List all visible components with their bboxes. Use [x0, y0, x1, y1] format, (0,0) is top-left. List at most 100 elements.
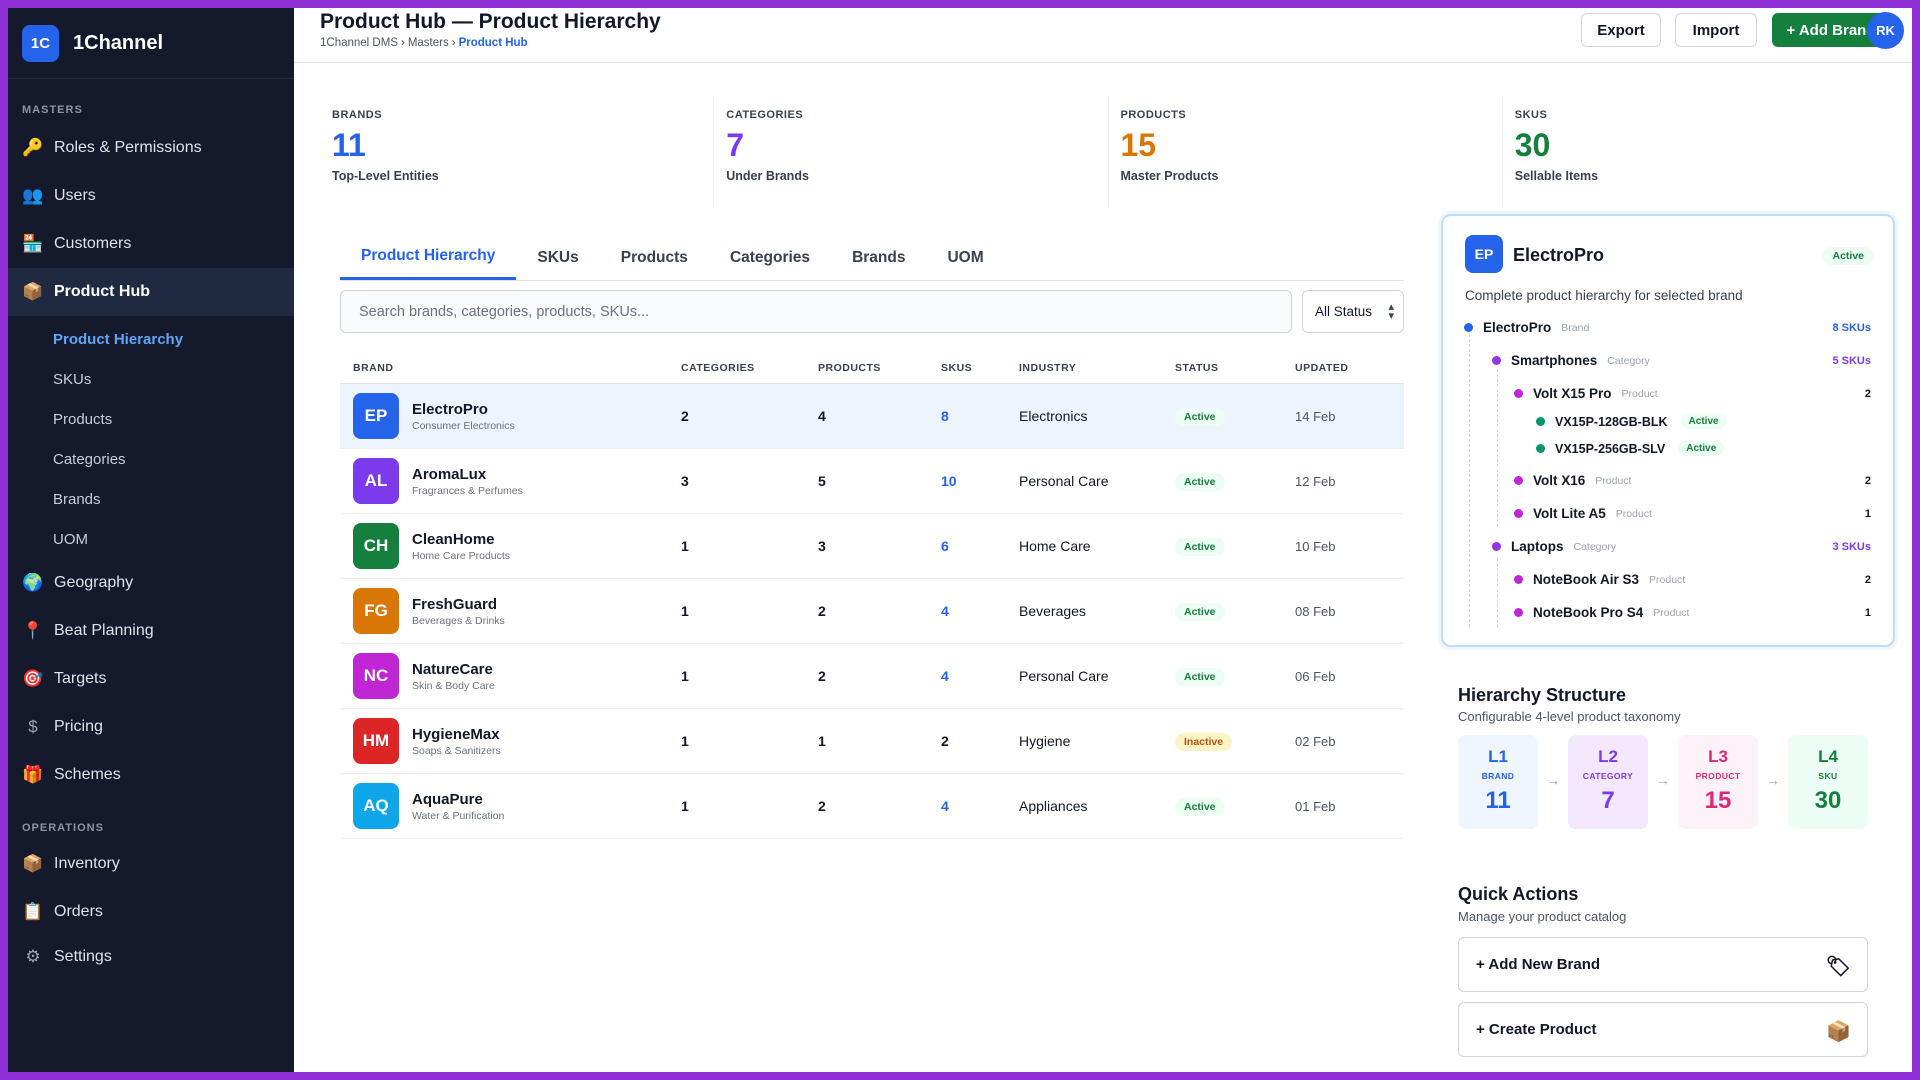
- sidebar-item-inventory[interactable]: 📦 Inventory: [8, 840, 294, 888]
- tree-node-sku[interactable]: VX15P-128GB-BLK Active: [1536, 414, 1727, 429]
- sidebar: 1C 1Channel MASTERS 🔑 Roles & Permission…: [8, 8, 294, 1072]
- brand-name[interactable]: AquaPure: [412, 790, 483, 808]
- column-header[interactable]: INDUSTRY: [1019, 361, 1077, 374]
- level-count: 15: [1704, 787, 1732, 814]
- brand-name[interactable]: FreshGuard: [412, 595, 498, 613]
- app-window: 1C 1Channel MASTERS 🔑 Roles & Permission…: [8, 8, 1912, 1072]
- brand-detail-title: ElectroPro: [1513, 245, 1605, 265]
- add-new-brand-button[interactable]: + Add New Brand 🏷: [1458, 937, 1868, 992]
- brand-name[interactable]: HygieneMax: [412, 725, 500, 743]
- stats-row: BRANDS 11 Top-Level Entities CATEGORIES …: [320, 95, 1896, 207]
- status-filter-select[interactable]: All Status ▴ ▾: [1302, 290, 1404, 333]
- tree-node-name: NoteBook Pro S4: [1533, 605, 1644, 620]
- tree-node-brand[interactable]: ElectroPro Brand: [1464, 320, 1589, 335]
- tree-node-product[interactable]: Volt X15 Pro Product: [1514, 386, 1658, 401]
- tree-node-type: Category: [1607, 354, 1650, 367]
- tab-uom[interactable]: UOM: [947, 248, 984, 266]
- sidebar-subitem-categories[interactable]: Categories: [53, 450, 126, 468]
- brand-name[interactable]: NatureCare: [412, 660, 493, 678]
- industry-cell: Beverages: [1019, 603, 1086, 619]
- tree-node-category[interactable]: Smartphones Category: [1492, 353, 1650, 368]
- sidebar-item-label: Roles & Permissions: [54, 139, 202, 156]
- sku-count-link[interactable]: 6: [941, 538, 949, 554]
- sku-count-link[interactable]: 4: [941, 798, 949, 814]
- tree-node-name: Volt X16: [1533, 473, 1586, 488]
- sidebar-subitem-product-hierarchy[interactable]: Product Hierarchy: [53, 330, 184, 348]
- tree-node-count: 2: [1864, 574, 1871, 586]
- tree-node-sku[interactable]: VX15P-256GB-SLV Active: [1536, 441, 1725, 456]
- brand-name-block: AquaPure Water & Purification: [412, 791, 504, 822]
- breadcrumb-item[interactable]: 1Channel DMS: [320, 37, 398, 49]
- brand-name[interactable]: ElectroPro: [412, 400, 488, 418]
- sidebar-subitem-skus[interactable]: SKUs: [53, 370, 92, 388]
- tab-products[interactable]: Products: [620, 248, 688, 266]
- sidebar-item-label: Product Hub: [54, 283, 150, 300]
- search-input[interactable]: Search brands, categories, products, SKU…: [340, 290, 1292, 333]
- sidebar-item-users[interactable]: 👥 Users: [8, 172, 294, 220]
- sku-count-link[interactable]: 4: [941, 668, 949, 684]
- table-row[interactable]: EP ElectroPro Consumer Electronics 2 4 8 Elect…: [340, 384, 1404, 449]
- tree-node-category[interactable]: Laptops Category: [1492, 539, 1616, 554]
- updated-cell: 14 Feb: [1295, 408, 1336, 424]
- brand-name[interactable]: AromaLux: [412, 465, 487, 483]
- stat-desc: Top-Level Entities: [332, 169, 439, 183]
- sidebar-item-roles[interactable]: 🔑 Roles & Permissions: [8, 124, 294, 172]
- button-label: + Add New Brand: [1476, 956, 1601, 973]
- tab-product-hierarchy[interactable]: Product Hierarchy: [340, 235, 517, 280]
- app-brand[interactable]: 1C 1Channel: [8, 8, 294, 79]
- sidebar-subitem-brands[interactable]: Brands: [53, 490, 101, 508]
- tree-node-count: 5 SKUs: [1832, 355, 1871, 367]
- column-header[interactable]: UPDATED: [1295, 361, 1349, 374]
- table-row[interactable]: FG FreshGuard Beverages & Drinks 1 2 4 Beverag…: [340, 579, 1404, 644]
- status-badge: Active: [1175, 537, 1225, 556]
- sidebar-item-targets[interactable]: 🎯 Targets: [8, 655, 294, 703]
- column-header[interactable]: SKUS: [941, 361, 973, 374]
- column-header[interactable]: PRODUCTS: [818, 361, 881, 374]
- sidebar-item-customers[interactable]: 🏪 Customers: [8, 220, 294, 268]
- tree-node-product[interactable]: Volt Lite A5 Product: [1514, 506, 1652, 521]
- column-header[interactable]: BRAND: [353, 361, 394, 374]
- breadcrumb-separator: ›: [451, 37, 456, 49]
- stat-skus: SKUS 30 Sellable Items: [1503, 95, 1896, 207]
- tab-brands[interactable]: Brands: [852, 248, 906, 266]
- tree-node-product[interactable]: NoteBook Pro S4 Product: [1514, 605, 1689, 620]
- tree-node-count: 2: [1864, 475, 1871, 487]
- sku-count-link[interactable]: 8: [941, 408, 949, 424]
- create-product-button[interactable]: + Create Product 📦: [1458, 1002, 1868, 1057]
- column-header[interactable]: STATUS: [1175, 361, 1219, 374]
- sidebar-item-orders[interactable]: 📋 Orders: [8, 888, 294, 936]
- table-row[interactable]: HM HygieneMax Soaps & Sanitizers 1 1 2 Hygiene…: [340, 709, 1404, 774]
- brand-name[interactable]: CleanHome: [412, 530, 495, 548]
- sidebar-subitem-products[interactable]: Products: [53, 410, 113, 428]
- sku-count-link[interactable]: 10: [941, 473, 957, 489]
- import-button[interactable]: Import: [1675, 13, 1757, 47]
- tab-skus[interactable]: SKUs: [537, 248, 579, 266]
- sidebar-item-product-hub[interactable]: 📦 Product Hub: [8, 268, 294, 316]
- status-badge: Active: [1175, 667, 1225, 686]
- table-row[interactable]: AQ AquaPure Water & Purification 1 2 4 Applian…: [340, 774, 1404, 839]
- tab-categories[interactable]: Categories: [729, 248, 811, 266]
- industry-cell: Personal Care: [1019, 473, 1109, 489]
- sidebar-item-pricing[interactable]: $ Pricing: [8, 703, 294, 751]
- export-button[interactable]: Export: [1581, 13, 1661, 47]
- brand-avatar: CH: [353, 523, 399, 569]
- button-label: + Create Product: [1476, 1021, 1597, 1038]
- sidebar-item-geography[interactable]: 🌍 Geography: [8, 559, 294, 607]
- sidebar-subitem-uom[interactable]: UOM: [53, 530, 88, 548]
- table-row[interactable]: NC NatureCare Skin & Body Care 1 2 4 Personal …: [340, 644, 1404, 709]
- avatar[interactable]: RK: [1867, 12, 1904, 49]
- column-header[interactable]: CATEGORIES: [681, 361, 755, 374]
- topbar: Product Hub — Product Hierarchy 1Channel…: [294, 8, 1912, 63]
- tree-node-product[interactable]: NoteBook Air S3 Product: [1514, 572, 1685, 587]
- sidebar-item-schemes[interactable]: 🎁 Schemes: [8, 751, 294, 799]
- breadcrumb-item[interactable]: Masters: [407, 37, 449, 49]
- status-badge: Active: [1175, 602, 1225, 621]
- tree-node-product[interactable]: Volt X16 Product: [1514, 473, 1631, 488]
- sidebar-item-beat-planning[interactable]: 📍 Beat Planning: [8, 607, 294, 655]
- table-row[interactable]: AL AromaLux Fragrances & Perfumes 3 5 10 Perso…: [340, 449, 1404, 514]
- sku-count-link[interactable]: 4: [941, 603, 949, 619]
- sidebar-item-settings[interactable]: ⚙ Settings: [8, 936, 294, 978]
- products-cell: 2: [818, 603, 826, 619]
- section-label-operations: OPERATIONS: [22, 822, 104, 834]
- table-row[interactable]: CH CleanHome Home Care Products 1 3 6 Home Car…: [340, 514, 1404, 579]
